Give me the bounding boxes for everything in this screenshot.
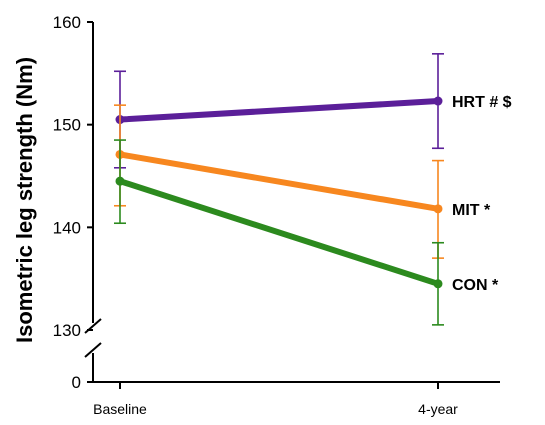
series-2: CON * xyxy=(114,139,499,326)
y-tick-label: 140 xyxy=(53,218,81,237)
data-point xyxy=(433,204,443,214)
y-tick-label: 130 xyxy=(53,321,81,340)
series-label: HRT # $ xyxy=(452,94,512,111)
y-tick-label: 0 xyxy=(72,373,81,392)
y-tick-label: 160 xyxy=(53,13,81,32)
x-tick-label: 4-year xyxy=(418,401,458,417)
series-line xyxy=(117,151,441,212)
series-label: MIT * xyxy=(452,202,491,219)
y-ticks: 160 150 140 130 0 xyxy=(53,13,93,392)
series-0: HRT # $ xyxy=(114,53,512,169)
x-tick-label: Baseline xyxy=(93,401,147,417)
series-line xyxy=(117,178,441,287)
series-label: CON * xyxy=(452,277,499,294)
axis-break-mark-2 xyxy=(84,342,102,358)
data-point xyxy=(115,176,125,186)
x-ticks: Baseline 4-year xyxy=(93,382,458,417)
series-line xyxy=(117,98,441,123)
data-point xyxy=(433,96,443,106)
data-point xyxy=(433,279,443,289)
series-layer: HRT # $ MIT * CON * xyxy=(114,53,512,326)
y-axis-label: Isometric leg strength (Nm) xyxy=(12,57,37,343)
y-tick-label: 150 xyxy=(53,116,81,135)
series-1: MIT * xyxy=(114,104,491,259)
